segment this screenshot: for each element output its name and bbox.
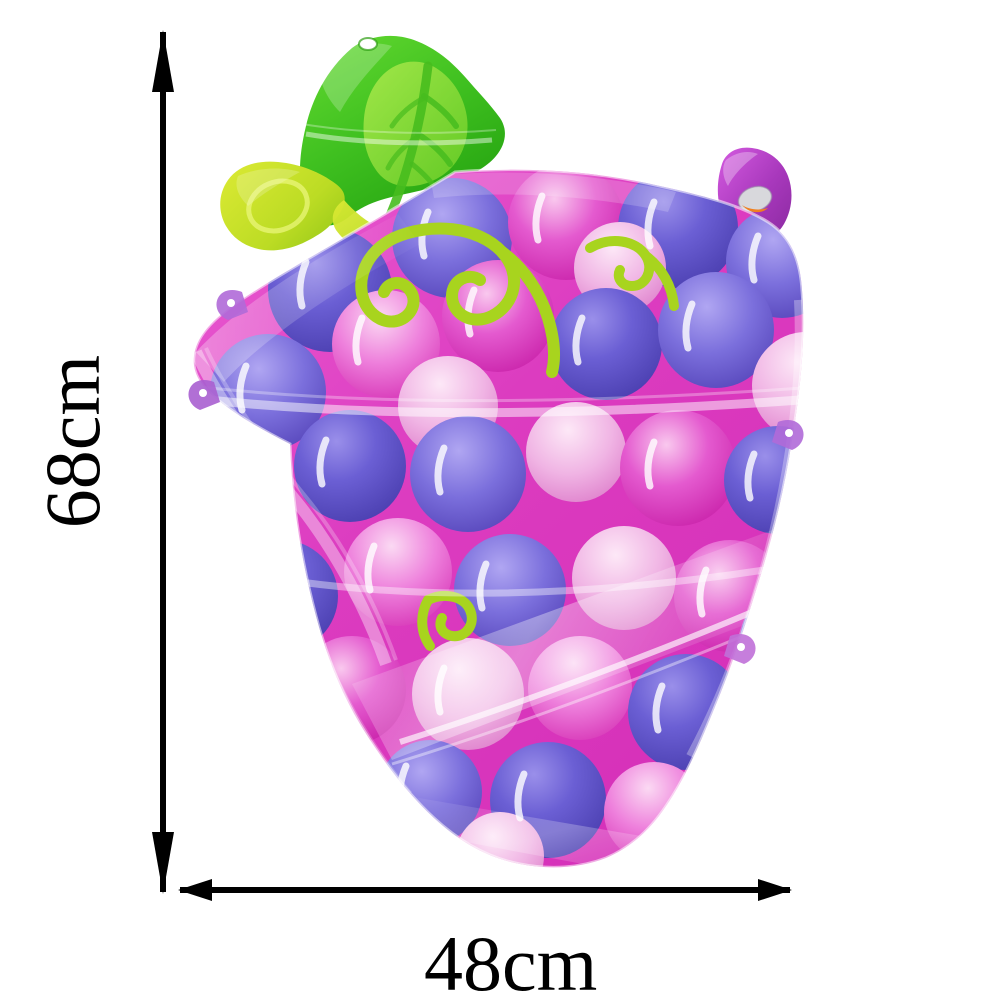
width-dimension-label: 48cm xyxy=(424,920,598,1002)
vertical-dimension-arrow xyxy=(152,30,174,894)
hang-hole xyxy=(358,37,378,51)
top-leaf xyxy=(299,35,505,229)
edge-tab-left-lower xyxy=(188,380,220,410)
tendril-right xyxy=(585,236,679,311)
grape-body xyxy=(192,168,805,869)
edge-tab-right-lower xyxy=(724,634,756,664)
height-dimension-label: 68cm xyxy=(29,355,116,529)
edge-tab-left-upper xyxy=(216,290,248,320)
side-leaf xyxy=(220,161,345,251)
tendril-bottom xyxy=(417,590,477,651)
edge-tab-right-upper xyxy=(772,420,804,450)
horizontal-dimension-arrow xyxy=(178,879,792,901)
